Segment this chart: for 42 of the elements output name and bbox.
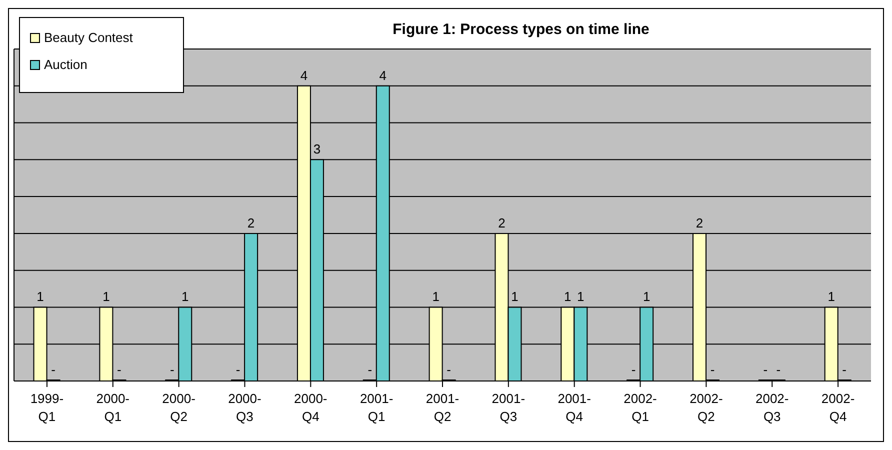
chart-title: Figure 1: Process types on time line	[392, 21, 650, 38]
data-label: 2	[696, 215, 704, 230]
data-label: -	[631, 362, 636, 377]
data-label: 1	[36, 289, 44, 304]
data-label: -	[51, 362, 56, 377]
data-label: 4	[300, 68, 308, 83]
data-label: 4	[379, 68, 387, 83]
data-label: 1	[642, 289, 650, 304]
data-label: 3	[313, 142, 321, 157]
data-label: 2	[498, 215, 506, 230]
legend-label: Beauty Contest	[43, 30, 133, 45]
x-tick-label: 2000-Q1	[96, 391, 130, 424]
x-tick-label: 2001-Q2	[426, 391, 460, 424]
x-tick-label: 2001-Q1	[360, 391, 394, 424]
x-tick-label: 2001-Q4	[558, 391, 591, 424]
data-label: -	[446, 362, 451, 377]
data-label: -	[763, 362, 768, 377]
data-label: -	[776, 362, 781, 377]
x-tick-label: 1999-Q1	[30, 391, 64, 424]
legend-label: Auction	[43, 57, 88, 72]
x-tick-label: 2000-Q3	[228, 391, 262, 424]
data-label: 1	[828, 289, 835, 304]
x-tick-label: 2002-Q3	[755, 391, 789, 424]
data-label: 2	[247, 215, 255, 230]
data-label: -	[368, 362, 372, 377]
x-tick-label: 2002-Q1	[624, 391, 657, 424]
data-label: 1	[511, 289, 518, 304]
data-label: -	[710, 362, 715, 377]
data-label: -	[170, 362, 174, 377]
x-tick-label: 2000-Q2	[162, 391, 196, 424]
data-label: -	[842, 362, 847, 377]
data-label: 1	[102, 289, 110, 304]
data-label: -	[117, 362, 122, 377]
data-label: 1	[577, 289, 584, 304]
x-tick-label: 2001-Q3	[492, 391, 526, 424]
data-label: -	[236, 362, 240, 377]
x-tick-label: 2002-Q2	[690, 391, 723, 424]
data-label: 1	[564, 289, 572, 304]
x-tick-label: 2000-Q4	[294, 391, 328, 424]
x-tick-label: 2002-Q4	[821, 391, 855, 424]
data-label: 1	[182, 289, 189, 304]
data-label: 1	[432, 289, 440, 304]
